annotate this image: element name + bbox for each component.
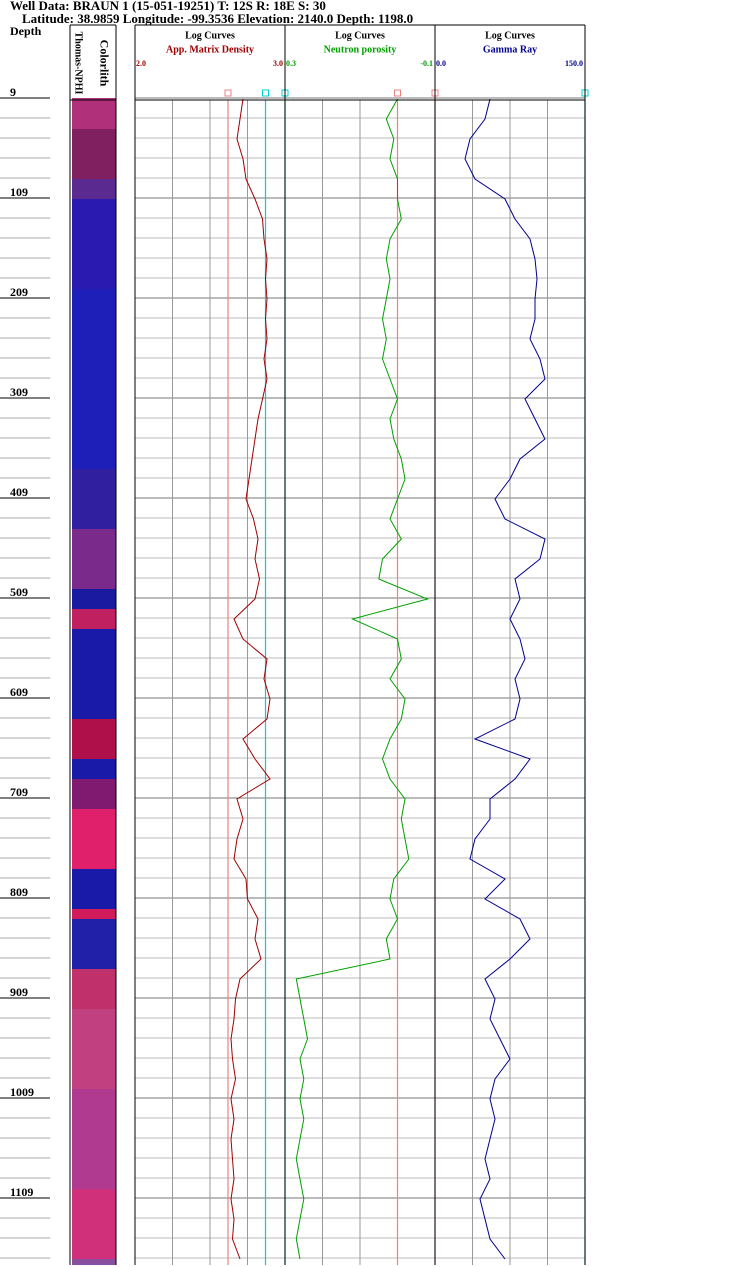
depth-tick-label: 9 <box>10 85 16 99</box>
depth-tick-label: 1109 <box>10 1185 33 1199</box>
colorlith-segment <box>72 129 116 179</box>
colorlith-segment <box>72 919 116 969</box>
depth-tick-label: 909 <box>10 985 28 999</box>
depth-tick-label: 209 <box>10 285 28 299</box>
scale-label: -0.1 <box>420 59 433 68</box>
colorlith-segment <box>72 98 116 129</box>
depth-tick-label: 609 <box>10 685 28 699</box>
log-curve <box>464 98 546 1260</box>
colorlith-segment <box>72 809 116 869</box>
colorlith-subtitle: Thomas-NPHI <box>73 32 84 95</box>
scale-label: 0.3 <box>286 59 296 68</box>
depth-label: Depth <box>10 24 42 38</box>
colorlith-segment <box>72 609 116 629</box>
colorlith-segment <box>72 759 116 779</box>
colorlith-segment <box>72 1009 116 1089</box>
colorlith-segment <box>72 969 116 1009</box>
colorlith-title: Colorlith <box>97 40 111 87</box>
log-curve <box>295 98 430 1260</box>
depth-tick-label: 409 <box>10 485 28 499</box>
scale-label: 2.0 <box>136 59 146 68</box>
colorlith-segment <box>72 529 116 589</box>
colorlith-segment <box>72 869 116 909</box>
log-curve <box>230 98 271 1260</box>
scale-label: 150.0 <box>565 59 583 68</box>
depth-tick-label: 509 <box>10 585 28 599</box>
cutoff-marker <box>394 89 401 97</box>
colorlith-segment <box>72 199 116 289</box>
scale-label: 0.0 <box>436 59 446 68</box>
colorlith-segment <box>72 779 116 809</box>
header-line-2: Latitude: 38.9859 Longitude: -99.3536 El… <box>22 11 413 26</box>
cutoff-marker <box>224 89 232 97</box>
colorlith-segment <box>72 1089 116 1189</box>
depth-tick-label: 109 <box>10 185 28 199</box>
colorlith-segment <box>72 719 116 759</box>
legend-entry: Neutron porosity <box>324 44 397 55</box>
depth-tick-label: 309 <box>10 385 28 399</box>
colorlith-segment <box>72 1259 116 1265</box>
legend-entry: Gamma Ray <box>483 44 537 55</box>
track-title: Log Curves <box>335 30 385 41</box>
depth-tick-label: 709 <box>10 785 28 799</box>
depth-tick-label: 809 <box>10 885 28 899</box>
colorlith-segment <box>72 589 116 609</box>
legend-entry: App. Matrix Density <box>166 44 254 55</box>
depth-tick-label: 1009 <box>10 1085 34 1099</box>
header-line-1: Well Data: BRAUN 1 (15-051-19251) T: 12S… <box>10 0 326 13</box>
colorlith-segment <box>72 179 116 199</box>
colorlith-segment <box>72 289 116 469</box>
colorlith-segment <box>72 1189 116 1259</box>
scale-label: 3.0 <box>273 59 283 68</box>
track-title: Log Curves <box>185 30 235 41</box>
cutoff-marker <box>262 89 269 97</box>
track-title: Log Curves <box>485 30 535 41</box>
colorlith-segment <box>72 629 116 719</box>
colorlith-segment <box>72 909 116 919</box>
colorlith-segment <box>72 469 116 529</box>
